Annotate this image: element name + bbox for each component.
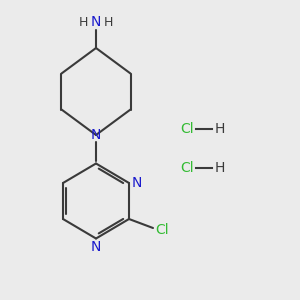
Text: Cl: Cl <box>180 161 194 175</box>
Text: N: N <box>91 128 101 142</box>
Text: H: H <box>79 16 88 29</box>
Text: H: H <box>214 161 225 175</box>
Text: N: N <box>131 176 142 190</box>
Text: N: N <box>91 240 101 254</box>
Text: N: N <box>91 15 101 29</box>
Text: H: H <box>104 16 113 29</box>
Text: H: H <box>214 122 225 136</box>
Text: Cl: Cl <box>180 122 194 136</box>
Text: Cl: Cl <box>155 223 169 236</box>
